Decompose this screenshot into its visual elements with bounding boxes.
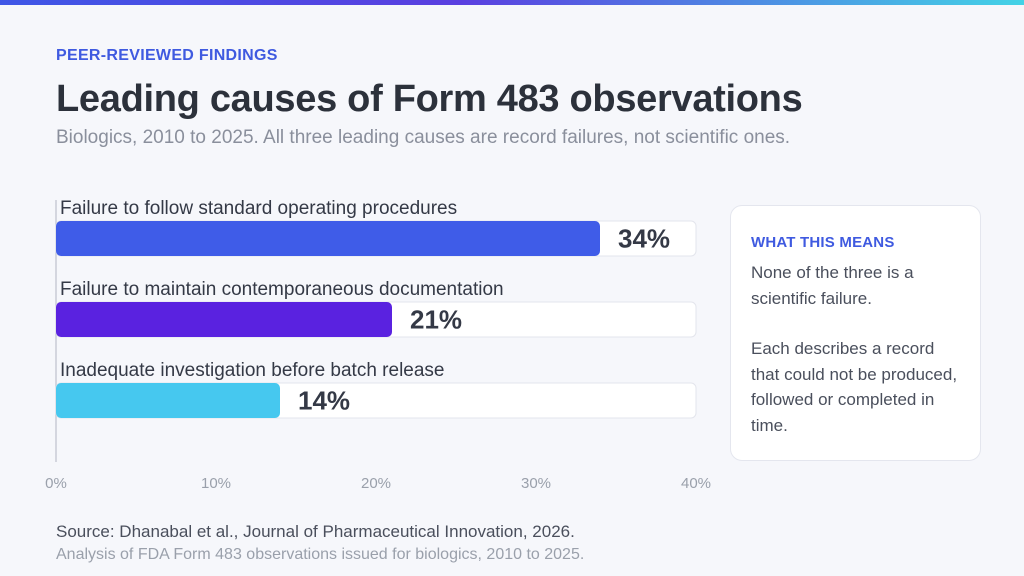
x-tick-label: 20% bbox=[361, 475, 391, 492]
x-tick-label: 0% bbox=[45, 475, 67, 492]
x-tick-label: 40% bbox=[681, 475, 711, 492]
bar bbox=[56, 383, 280, 418]
bar-value-label: 34% bbox=[618, 224, 670, 254]
eyebrow-label: PEER-REVIEWED FINDINGS bbox=[56, 47, 278, 64]
x-tick-label: 30% bbox=[521, 475, 551, 492]
source-citation: Source: Dhanabal et al., Journal of Phar… bbox=[56, 522, 575, 541]
page-title: Leading causes of Form 483 observations bbox=[56, 78, 803, 120]
page-subtitle: Biologics, 2010 to 2025. All three leadi… bbox=[56, 127, 791, 148]
insight-card-title: WHAT THIS MEANS bbox=[751, 234, 895, 251]
top-accent-strip bbox=[0, 0, 1024, 5]
insight-card: WHAT THIS MEANS None of the three is a s… bbox=[730, 205, 981, 461]
bar-category-label: Inadequate investigation before batch re… bbox=[60, 360, 445, 381]
x-tick-label: 10% bbox=[201, 475, 231, 492]
bar-value-label: 21% bbox=[410, 305, 462, 335]
bar bbox=[56, 221, 600, 256]
bar-category-label: Failure to maintain contemporaneous docu… bbox=[60, 279, 504, 300]
insight-paragraph-1: None of the three is a scientific failur… bbox=[751, 263, 914, 308]
bar bbox=[56, 302, 392, 337]
insight-paragraph-2: Each describes a record that could not b… bbox=[751, 339, 958, 435]
bar-chart: Failure to follow standard operating pro… bbox=[45, 198, 711, 492]
source-note: Analysis of FDA Form 483 observations is… bbox=[56, 546, 585, 563]
bar-category-label: Failure to follow standard operating pro… bbox=[60, 198, 457, 219]
bar-value-label: 14% bbox=[298, 386, 350, 416]
